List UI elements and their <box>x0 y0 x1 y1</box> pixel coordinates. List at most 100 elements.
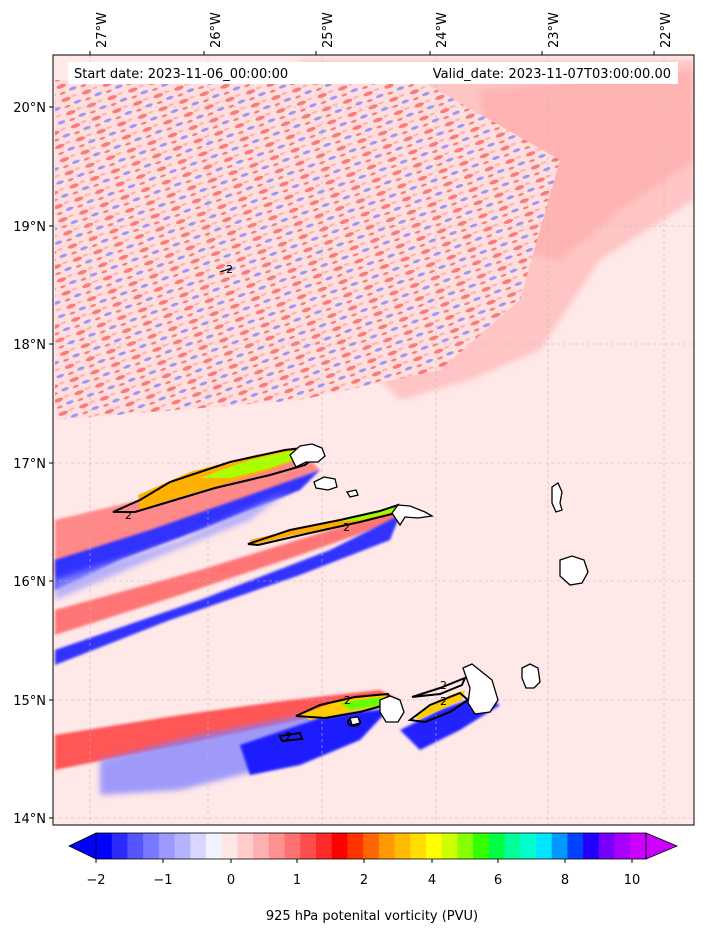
lat-tick-label: 17°N <box>13 457 46 472</box>
colorbar-swatch <box>316 833 333 859</box>
island-santiago <box>462 663 499 715</box>
colorbar-swatch <box>268 833 286 859</box>
date-banner <box>68 62 678 84</box>
band1-blue-halo <box>55 490 290 600</box>
band2-blue <box>55 515 400 665</box>
contour-label-1: 2 <box>125 509 132 522</box>
colorbar-swatch <box>300 833 317 859</box>
colorbar-swatch <box>111 833 128 859</box>
colorbar-swatch <box>426 833 443 859</box>
lon-tick-label: 26°W <box>209 12 224 48</box>
colorbar-swatch <box>363 833 380 859</box>
colorbar-tick-label: 2 <box>360 873 368 888</box>
island-sal <box>551 482 563 513</box>
colorbar-tick-label: 0 <box>227 873 235 888</box>
lat-tick-label: 20°N <box>13 101 46 116</box>
lon-tick-labels: 27°W 26°W 25°W 24°W 23°W 22°W <box>89 12 674 55</box>
island-santa-luzia <box>345 489 359 498</box>
colorbar-swatch <box>237 833 254 859</box>
band1-green <box>200 450 305 478</box>
colorbar-swatch <box>473 833 490 859</box>
colorbar-swatch <box>394 833 411 859</box>
colorbar-swatch <box>190 833 207 859</box>
colorbar-tick-label: 1 <box>293 873 301 888</box>
colorbar-tick-label: 4 <box>428 873 436 888</box>
valid-date-label: Valid_date: 2023-11-07T03:00:00.00 <box>433 67 671 82</box>
colorbar-swatch <box>504 833 521 859</box>
lat-tick-labels: 20°N 19°N 18°N 17°N 16°N 15°N 14°N <box>13 101 53 827</box>
band1-blue <box>55 470 320 590</box>
lat-tick-label: 18°N <box>13 338 46 353</box>
colorbar-swatch <box>583 833 600 859</box>
island-santo-antao <box>289 443 326 468</box>
colorbar-min-extend <box>68 832 97 860</box>
start-date-label: Start date: 2023-11-06_00:00:00 <box>74 67 288 82</box>
colorbar-swatch <box>96 833 113 859</box>
band4-yellow <box>415 690 465 720</box>
lat-tick-label: 14°N <box>13 812 46 827</box>
lat-tick-label: 19°N <box>13 220 46 235</box>
land-islands <box>289 443 589 726</box>
colorbar-swatch <box>441 833 458 859</box>
colorbar-swatch <box>206 833 223 859</box>
island-sao-nicolau <box>391 504 434 527</box>
colorbar-tick-labels: −2 −1 0 1 2 4 6 8 10 <box>86 859 640 888</box>
colorbar-title: 925 hPa potenital vorticity (PVU) <box>266 909 478 924</box>
lon-tick-label: 24°W <box>435 12 450 48</box>
colorbar-swatch <box>598 833 616 859</box>
contour-label-4: 2 <box>285 730 292 743</box>
contour-small-blob <box>278 731 304 743</box>
colorbar-swatch <box>567 833 584 859</box>
colorbar-swatch <box>488 833 506 859</box>
island-boa-vista <box>559 555 589 586</box>
map-plot-area: 2 2 2 2 2 2 2 <box>53 55 694 825</box>
colorbar-swatch <box>221 833 238 859</box>
colorbar-swatch <box>551 833 568 859</box>
island-sao-vicente <box>313 476 338 491</box>
colorbar-tick-label: −2 <box>86 873 105 888</box>
lon-tick-label: 23°W <box>547 12 562 48</box>
plot-frame <box>52 54 695 826</box>
colorbar-frame <box>95 832 647 860</box>
colorbar-swatch <box>378 833 396 859</box>
lon-tick-label: 25°W <box>321 12 336 48</box>
contour-labels: 2 2 2 2 2 2 2 <box>125 263 447 743</box>
island-brava <box>349 716 361 726</box>
colorbar-swatch <box>143 833 160 859</box>
colorbar-swatch <box>630 833 647 859</box>
colorbar-tick-label: 6 <box>494 873 502 888</box>
colorbar-swatch <box>614 833 631 859</box>
lon-tick-label: 27°W <box>95 12 110 48</box>
contour-label-7: 2 <box>226 263 233 276</box>
colorbar-swatch <box>520 833 537 859</box>
colorbar-swatch <box>457 833 474 859</box>
contour-label-2: 2 <box>343 521 350 534</box>
contour-band4-upper <box>411 676 467 698</box>
colorbar-tick-label: 8 <box>561 873 569 888</box>
graticule <box>53 55 694 825</box>
contour-label-5: 2 <box>440 679 447 692</box>
lon-tick-label: 22°W <box>659 12 674 48</box>
colorbar-swatch <box>158 833 176 859</box>
contour-wave-fragment <box>219 267 233 273</box>
contour-label-6: 2 <box>440 695 447 708</box>
colorbar-swatch <box>347 833 364 859</box>
colorbar-swatch <box>331 833 348 859</box>
colorbar-tick-label: 10 <box>624 873 641 888</box>
island-maio <box>521 663 541 689</box>
colorbar-swatch <box>127 833 144 859</box>
lat-tick-label: 16°N <box>13 575 46 590</box>
island-fogo <box>379 695 405 723</box>
colorbar-max-extend <box>645 832 679 860</box>
colorbar-swatch <box>536 833 553 859</box>
band2-red <box>55 510 400 635</box>
lat-tick-label: 15°N <box>13 694 46 709</box>
band3-green <box>340 697 388 710</box>
contour-label-3: 2 <box>344 694 351 707</box>
colorbar <box>68 832 679 860</box>
colorbar-swatch <box>253 833 270 859</box>
wave-region-noise <box>55 80 560 420</box>
colorbar-swatch <box>284 833 301 859</box>
colorbar-tick-label: −1 <box>153 873 172 888</box>
